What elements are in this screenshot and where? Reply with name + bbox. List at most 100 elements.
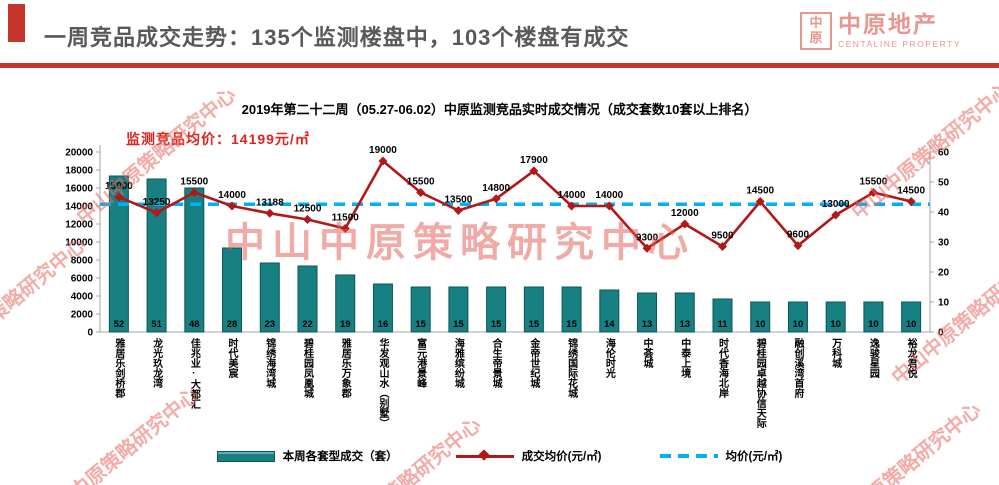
category-label: 富元港景峰: [414, 338, 426, 388]
bar-value-label: 15: [491, 319, 502, 330]
price-marker: [453, 206, 463, 215]
category-label: 万科城: [829, 338, 841, 368]
bar: [825, 301, 846, 333]
left-tick-label: 4000: [71, 292, 94, 303]
category-label: 合生帝景城: [490, 338, 502, 388]
price-marker: [303, 215, 312, 224]
centaline-seal-icon: 中 原: [799, 12, 832, 50]
bar: [297, 265, 318, 333]
price-label: 14000: [218, 190, 246, 201]
page-title: 一周竞品成交走势：135个监测楼盘中，103个楼盘有成交: [44, 25, 630, 50]
category-label: 锦绣国际花城: [565, 338, 577, 398]
price-label: 14000: [558, 190, 586, 201]
bar-value-label: 13: [642, 319, 653, 330]
bar-value-label: 22: [302, 319, 313, 330]
left-tick-label: 16000: [65, 184, 93, 195]
legend-item-line: 成交均价(元/㎡): [455, 448, 602, 464]
bar-value-label: 51: [151, 319, 162, 330]
avg-price-label: 监测竞品均价：: [126, 131, 231, 147]
price-marker: [152, 208, 162, 218]
price-label: 12500: [294, 204, 322, 215]
left-tick-label: 12000: [65, 220, 93, 231]
price-label: 15000: [105, 181, 133, 192]
bar: [259, 262, 280, 333]
price-marker: [529, 166, 539, 176]
price-marker: [755, 197, 765, 206]
left-tick-label: 10000: [65, 238, 93, 249]
right-tick-label: 0: [938, 328, 944, 337]
right-tick-label: 20: [938, 268, 950, 279]
price-label: 13000: [822, 199, 850, 210]
bar: [410, 286, 431, 333]
bar-value-label: 10: [906, 319, 917, 330]
chart-legend: 本周各套型成交（套） 成交均价(元/㎡) 均价(元/㎡): [0, 448, 999, 464]
price-marker: [189, 188, 199, 197]
bar: [335, 274, 356, 333]
category-label: 中泰上境: [678, 338, 690, 378]
category-label: 碧桂园卓越协信天际: [754, 338, 766, 428]
bar: [372, 283, 393, 333]
left-tick-label: 18000: [65, 166, 93, 177]
price-label: 9600: [787, 230, 810, 241]
avg-price-value: 14199元/㎡: [231, 131, 310, 147]
price-label: 14500: [897, 186, 925, 197]
bar-value-label: 15: [453, 319, 464, 330]
bar-value-label: 15: [529, 319, 540, 330]
price-label: 15500: [407, 177, 435, 188]
bar-value-label: 10: [755, 319, 766, 330]
price-label: 19000: [369, 145, 397, 156]
left-tick-label: 2000: [71, 310, 94, 321]
bar-value-label: 48: [189, 319, 200, 330]
bar: [448, 286, 469, 333]
price-line: [118, 159, 912, 250]
seal-char-bottom: 原: [809, 30, 823, 45]
centaline-logo: 中 原 中原地产 CENTALINE PROPERTY: [799, 11, 961, 50]
legend-item-average: 均价(元/㎡): [659, 448, 783, 464]
left-tick-label: 0: [87, 328, 93, 337]
bar-swatch-icon: [216, 450, 275, 462]
category-label: 逸骏星园: [867, 338, 879, 378]
bar-value-label: 10: [830, 319, 841, 330]
right-tick-label: 40: [938, 208, 950, 219]
price-marker: [378, 156, 388, 166]
price-label: 15500: [860, 177, 888, 188]
right-tick-label: 10: [938, 298, 950, 309]
price-label: 15500: [180, 177, 208, 188]
category-label: 金帝世纪城: [527, 338, 539, 388]
bar: [184, 187, 205, 333]
category-label: 时代美宸: [226, 338, 238, 378]
logo-name-cn: 中原地产: [837, 11, 938, 37]
price-marker: [718, 242, 727, 251]
bar: [486, 286, 507, 333]
bar: [637, 292, 658, 333]
price-label: 12000: [671, 208, 699, 219]
price-marker: [642, 243, 652, 253]
right-tick-label: 60: [938, 148, 950, 159]
bar-value-label: 13: [679, 319, 690, 330]
category-label: 锦绣海湾城: [263, 338, 275, 388]
price-label: 9300: [636, 232, 659, 243]
chart-area: 0 2000 4000 6000 8000 10000 12000 14000 16000 180…: [40, 140, 990, 452]
category-label: 华发观山水（别墅）: [376, 338, 388, 428]
legend-item-bars: 本周各套型成交（套）: [216, 448, 398, 464]
price-marker: [340, 224, 350, 233]
price-marker: [604, 201, 614, 211]
price-marker: [793, 241, 803, 251]
left-tick-label: 8000: [71, 256, 94, 267]
bar-value-label: 52: [114, 319, 125, 330]
bar: [863, 301, 884, 333]
category-label: 龙光玖龙湾: [150, 338, 162, 388]
legend-label-average: 均价(元/㎡): [725, 451, 783, 463]
bar-value-label: 28: [227, 319, 238, 330]
header-divider: [0, 63, 999, 68]
bar: [674, 292, 695, 333]
category-label: 海雅缤纷城: [452, 338, 464, 388]
price-marker: [114, 192, 124, 202]
price-marker: [227, 201, 237, 211]
bar-value-label: 11: [717, 319, 728, 330]
price-marker: [906, 197, 916, 206]
price-label: 17900: [520, 155, 548, 166]
bar-value-label: 10: [868, 319, 879, 330]
right-tick-label: 30: [938, 238, 950, 249]
title-accent-square: [8, 4, 25, 42]
